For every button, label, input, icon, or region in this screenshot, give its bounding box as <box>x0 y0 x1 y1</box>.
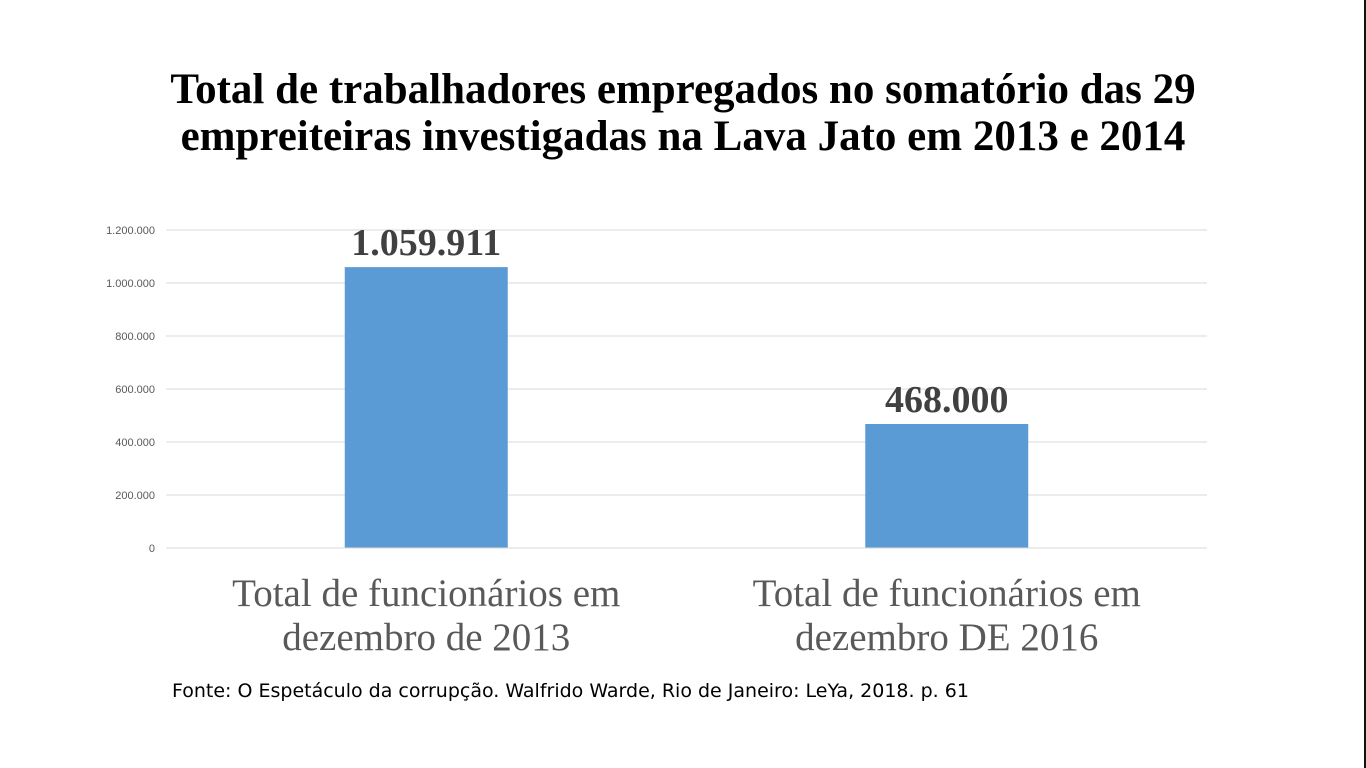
y-tick-label: 600.000 <box>115 384 155 396</box>
chart-title: Total de trabalhadores empregados no som… <box>0 66 1366 160</box>
y-tick-label: 400.000 <box>115 437 155 449</box>
data-label: 468.000 <box>885 379 1009 421</box>
y-tick-label: 0 <box>149 543 155 555</box>
x-tick-label-line: Total de funcionários em <box>232 572 621 615</box>
data-label: 1.059.911 <box>351 222 501 264</box>
chart-title-line-2: empreiteiras investigadas na Lava Jato e… <box>180 113 1186 160</box>
x-tick-label-line: Total de funcionários em <box>752 572 1141 615</box>
x-tick-label: Total de funcionários em dezembro DE 2016 <box>687 572 1207 660</box>
bar <box>344 267 508 548</box>
x-tick-label-line: dezembro DE 2016 <box>795 616 1099 659</box>
slide-border <box>1364 0 1366 768</box>
y-tick-label: 200.000 <box>115 490 155 502</box>
x-tick-label-line: dezembro de 2013 <box>282 616 571 659</box>
y-tick-label: 800.000 <box>115 331 155 343</box>
source-citation: Fonte: O Espetáculo da corrupção. Walfri… <box>172 680 969 702</box>
chart-title-line-1: Total de trabalhadores empregados no som… <box>170 66 1196 113</box>
x-tick-label: Total de funcionários em dezembro de 2013 <box>166 572 686 660</box>
bar <box>865 423 1029 548</box>
y-tick-label: 1.200.000 <box>106 225 155 237</box>
y-tick-label: 1.000.000 <box>106 278 155 290</box>
